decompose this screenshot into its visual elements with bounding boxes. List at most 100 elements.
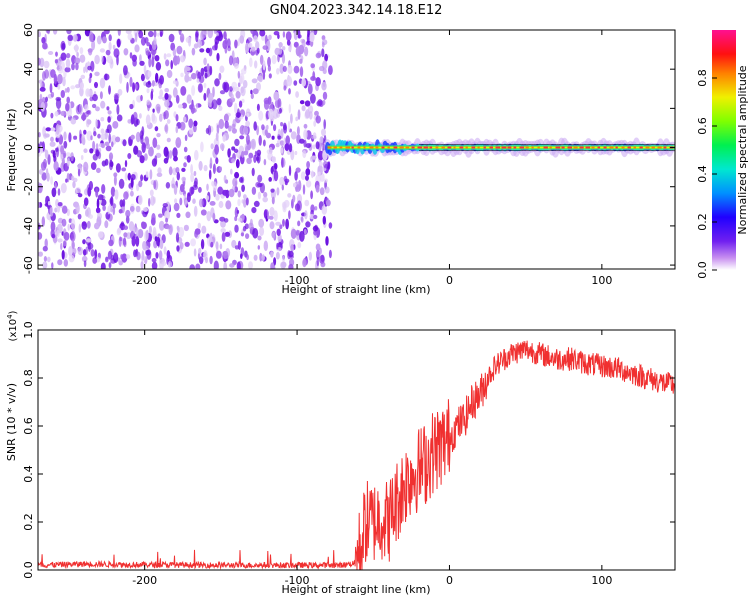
noise-blob: [267, 65, 271, 72]
noise-blob: [310, 63, 316, 69]
noise-blob: [67, 223, 70, 231]
noise-blob: [276, 228, 281, 236]
noise-blob: [118, 209, 123, 214]
noise-blob: [95, 207, 101, 214]
signal-peak: [645, 146, 650, 149]
noise-blob: [127, 153, 132, 159]
noise-blob: [156, 106, 161, 114]
noise-blob: [105, 128, 110, 133]
noise-blob: [190, 164, 194, 175]
noise-blob: [186, 155, 191, 163]
noise-blob: [94, 54, 100, 65]
noise-blob: [172, 87, 178, 98]
noise-blob: [288, 165, 292, 177]
noise-blob: [66, 96, 70, 104]
noise-blob: [263, 158, 267, 166]
noise-blob: [201, 225, 207, 234]
noise-blob: [45, 127, 52, 132]
noise-blob: [274, 163, 278, 170]
noise-blob: [38, 152, 41, 157]
noise-blob: [148, 197, 151, 207]
noise-blob: [313, 120, 317, 127]
noise-blob: [209, 157, 213, 168]
noise-blob: [305, 175, 309, 181]
noise-blob: [43, 60, 50, 69]
noise-blob: [176, 245, 180, 252]
noise-blob: [205, 256, 208, 264]
noise-blob: [99, 48, 105, 53]
noise-blob: [281, 157, 284, 169]
noise-blob: [41, 37, 46, 44]
colorbar-ticks: 0.0 0.2 0.4 0.6 0.8: [696, 69, 717, 279]
noise-blob: [246, 157, 252, 165]
noise-blob: [203, 57, 207, 66]
noise-blob: [237, 70, 240, 79]
noise-blob: [228, 188, 235, 198]
noise-blob: [129, 76, 133, 88]
noise-blob: [38, 232, 43, 240]
noise-blob: [222, 134, 226, 142]
noise-blob: [296, 126, 300, 136]
noise-blob: [164, 99, 170, 108]
noise-blob: [146, 99, 151, 106]
noise-blob: [139, 60, 145, 66]
noise-blob: [324, 186, 330, 194]
noise-blob: [234, 102, 238, 114]
noise-blob: [135, 83, 138, 90]
noise-blob: [61, 43, 66, 50]
noise-blob: [241, 150, 245, 158]
spectrogram-signal-band: [323, 137, 675, 158]
colorbar-scale: [712, 30, 736, 270]
noise-blob: [257, 235, 262, 241]
noise-blob: [322, 215, 326, 225]
noise-blob: [273, 91, 280, 101]
signal-peak: [543, 146, 548, 149]
noise-blob: [255, 49, 259, 56]
noise-blob: [181, 167, 186, 172]
noise-blob: [297, 30, 301, 39]
noise-blob: [123, 225, 129, 230]
signal-peak: [573, 146, 578, 149]
noise-blob: [115, 163, 121, 173]
noise-blob: [295, 167, 301, 173]
noise-blob: [215, 193, 220, 201]
noise-blob: [128, 221, 135, 232]
noise-blob: [87, 110, 92, 115]
noise-blob: [88, 214, 94, 220]
noise-blob: [67, 34, 74, 41]
noise-blob: [76, 52, 79, 57]
noise-blob: [148, 30, 154, 38]
signal-peak: [447, 146, 452, 149]
noise-blob: [154, 55, 160, 62]
noise-blob: [220, 143, 225, 151]
y-tick-label: 0.4: [22, 465, 35, 483]
noise-blob: [245, 134, 250, 145]
signal-peak: [501, 146, 507, 149]
noise-blob: [252, 88, 259, 95]
noise-blob: [294, 150, 298, 156]
noise-blob: [54, 207, 58, 213]
noise-blob: [83, 197, 89, 206]
noise-blob: [315, 184, 320, 193]
noise-blob: [199, 48, 205, 53]
noise-blob: [179, 242, 184, 250]
noise-blob: [235, 91, 241, 99]
noise-blob: [39, 141, 43, 146]
snr-y-multiplier-base: (x10: [8, 319, 19, 342]
noise-blob: [229, 263, 235, 268]
noise-blob: [313, 30, 318, 36]
noise-blob: [113, 93, 120, 100]
noise-blob: [218, 200, 224, 209]
noise-blob: [62, 240, 67, 247]
noise-blob: [64, 67, 71, 73]
noise-blob: [282, 31, 286, 38]
noise-blob: [92, 94, 98, 102]
noise-blob: [60, 183, 67, 194]
noise-blob: [129, 52, 133, 59]
noise-blob: [206, 63, 210, 72]
noise-blob: [325, 199, 331, 207]
noise-blob: [94, 71, 100, 77]
noise-blob: [288, 263, 294, 269]
noise-blob: [72, 181, 76, 189]
noise-blob: [50, 91, 55, 98]
